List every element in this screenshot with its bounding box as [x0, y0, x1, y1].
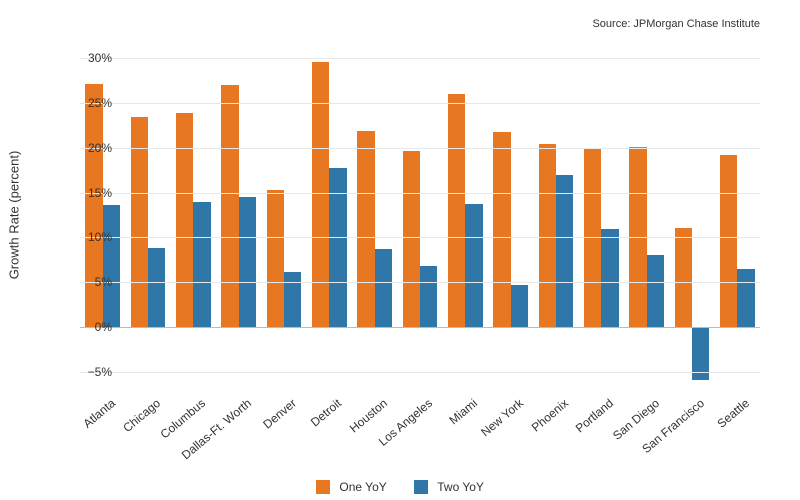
x-tick-label: Phoenix [529, 396, 571, 435]
bar [284, 272, 301, 328]
bar [675, 228, 692, 327]
bar [357, 131, 374, 328]
grid-line [80, 237, 760, 238]
bar [465, 204, 482, 327]
grid-line [80, 372, 760, 373]
y-axis-title: Growth Rate (percent) [7, 151, 22, 280]
bar [193, 202, 210, 328]
x-tick-label: Seattle [715, 396, 753, 431]
bar [221, 85, 238, 327]
bar [720, 155, 737, 327]
y-tick-label: 5% [72, 275, 112, 289]
x-tick-label: Detroit [308, 396, 344, 429]
grid-line [80, 193, 760, 194]
y-tick-label: 20% [72, 141, 112, 155]
legend-item-two-yoy: Two YoY [414, 480, 484, 494]
x-tick-label: Miami [447, 396, 481, 427]
bar [85, 84, 102, 327]
bar [375, 249, 392, 327]
grid-line [80, 282, 760, 283]
bars-layer [80, 40, 760, 390]
legend-label-two-yoy: Two YoY [437, 480, 484, 494]
x-axis-labels: AtlantaChicagoColumbusDallas-Ft. WorthDe… [80, 392, 760, 472]
y-tick-label: −5% [72, 365, 112, 379]
grid-line [80, 58, 760, 59]
y-tick-label: 25% [72, 96, 112, 110]
x-tick-label: Chicago [120, 396, 163, 435]
bar [511, 285, 528, 327]
bar [103, 205, 120, 327]
bar [420, 266, 437, 327]
legend-item-one-yoy: One YoY [316, 480, 387, 494]
bar [267, 190, 284, 327]
legend-label-one-yoy: One YoY [339, 480, 386, 494]
bar [493, 132, 510, 327]
bar [239, 197, 256, 327]
bar [539, 144, 556, 327]
x-tick-label: Atlanta [80, 396, 118, 431]
y-tick-label: 15% [72, 186, 112, 200]
source-text: Source: JPMorgan Chase Institute [592, 18, 760, 30]
bar [737, 269, 754, 327]
legend-swatch-two-yoy [414, 480, 428, 494]
x-tick-label: Portland [573, 396, 616, 435]
bar [148, 248, 165, 327]
y-tick-label: 10% [72, 230, 112, 244]
bar [448, 94, 465, 327]
y-tick-label: 30% [72, 51, 112, 65]
x-tick-label: Houston [346, 396, 389, 435]
legend: One YoY Two YoY [0, 480, 800, 494]
grid-line [80, 103, 760, 104]
plot-area [80, 40, 760, 390]
y-tick-label: 0% [72, 320, 112, 334]
x-tick-label: New York [478, 396, 526, 439]
bar [403, 151, 420, 327]
legend-swatch-one-yoy [316, 480, 330, 494]
grid-line [80, 148, 760, 149]
bar [176, 113, 193, 327]
bar [647, 255, 664, 327]
growth-rate-chart: Source: JPMorgan Chase Institute Growth … [0, 0, 800, 500]
bar [601, 229, 618, 327]
zero-axis [80, 327, 760, 328]
x-tick-label: Denver [260, 396, 299, 432]
bar [556, 175, 573, 328]
